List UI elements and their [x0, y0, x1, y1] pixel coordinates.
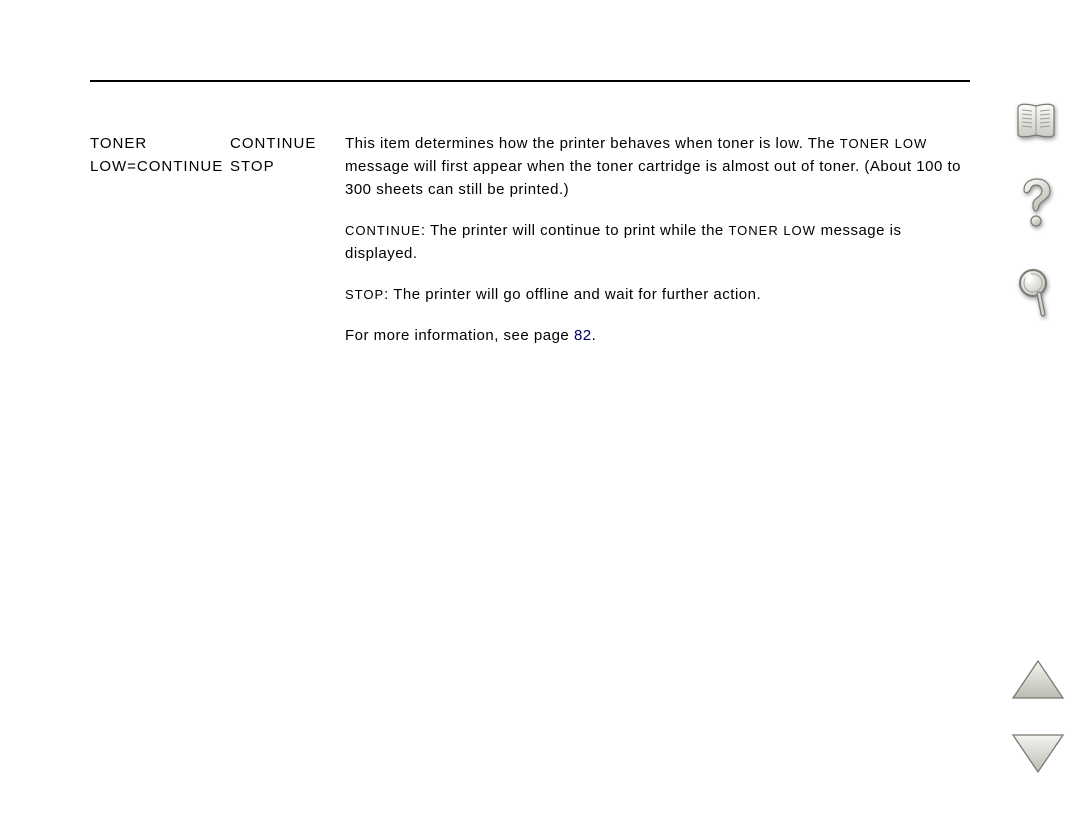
horizontal-rule: [90, 80, 970, 82]
desc-paragraph-4: For more information, see page 82.: [345, 324, 970, 347]
page-body: TONER LOW=CONTINUE CONTINUE STOP This it…: [90, 80, 970, 365]
text-run: .: [592, 327, 597, 344]
text-run: This item determines how the printer beh…: [345, 135, 840, 152]
description-column: This item determines how the printer beh…: [345, 132, 970, 365]
book-icon[interactable]: [1014, 100, 1058, 145]
setting-entry: TONER LOW=CONTINUE CONTINUE STOP This it…: [90, 132, 970, 365]
magnifier-icon[interactable]: [1016, 266, 1056, 323]
text-run: : The printer will continue to print whi…: [421, 222, 729, 239]
text-run: message will first appear when the toner…: [345, 158, 961, 198]
code-token: STOP: [345, 287, 384, 302]
question-icon[interactable]: [1017, 177, 1055, 234]
desc-paragraph-2: CONTINUE: The printer will continue to p…: [345, 219, 970, 265]
item-line-2: LOW=CONTINUE: [90, 158, 223, 175]
value-line-1: CONTINUE: [230, 135, 316, 152]
text-run: For more information, see page: [345, 327, 574, 344]
code-token: CONTINUE: [345, 223, 421, 238]
value-line-2: STOP: [230, 158, 275, 175]
value-column: CONTINUE STOP: [230, 132, 345, 178]
down-arrow-icon[interactable]: [1010, 731, 1066, 780]
desc-paragraph-3: STOP: The printer will go offline and wa…: [345, 283, 970, 306]
item-line-1: TONER: [90, 135, 147, 152]
code-token: TONER LOW: [840, 136, 928, 151]
code-token: TONER LOW: [728, 223, 816, 238]
up-arrow-icon[interactable]: [1010, 658, 1066, 707]
item-column: TONER LOW=CONTINUE: [90, 132, 230, 178]
sidebar-tools: [1012, 100, 1060, 323]
page-reference-link[interactable]: 82: [574, 327, 592, 344]
nav-arrows: [1006, 658, 1070, 780]
text-run: : The printer will go offline and wait f…: [384, 286, 761, 303]
desc-paragraph-1: This item determines how the printer beh…: [345, 132, 970, 201]
